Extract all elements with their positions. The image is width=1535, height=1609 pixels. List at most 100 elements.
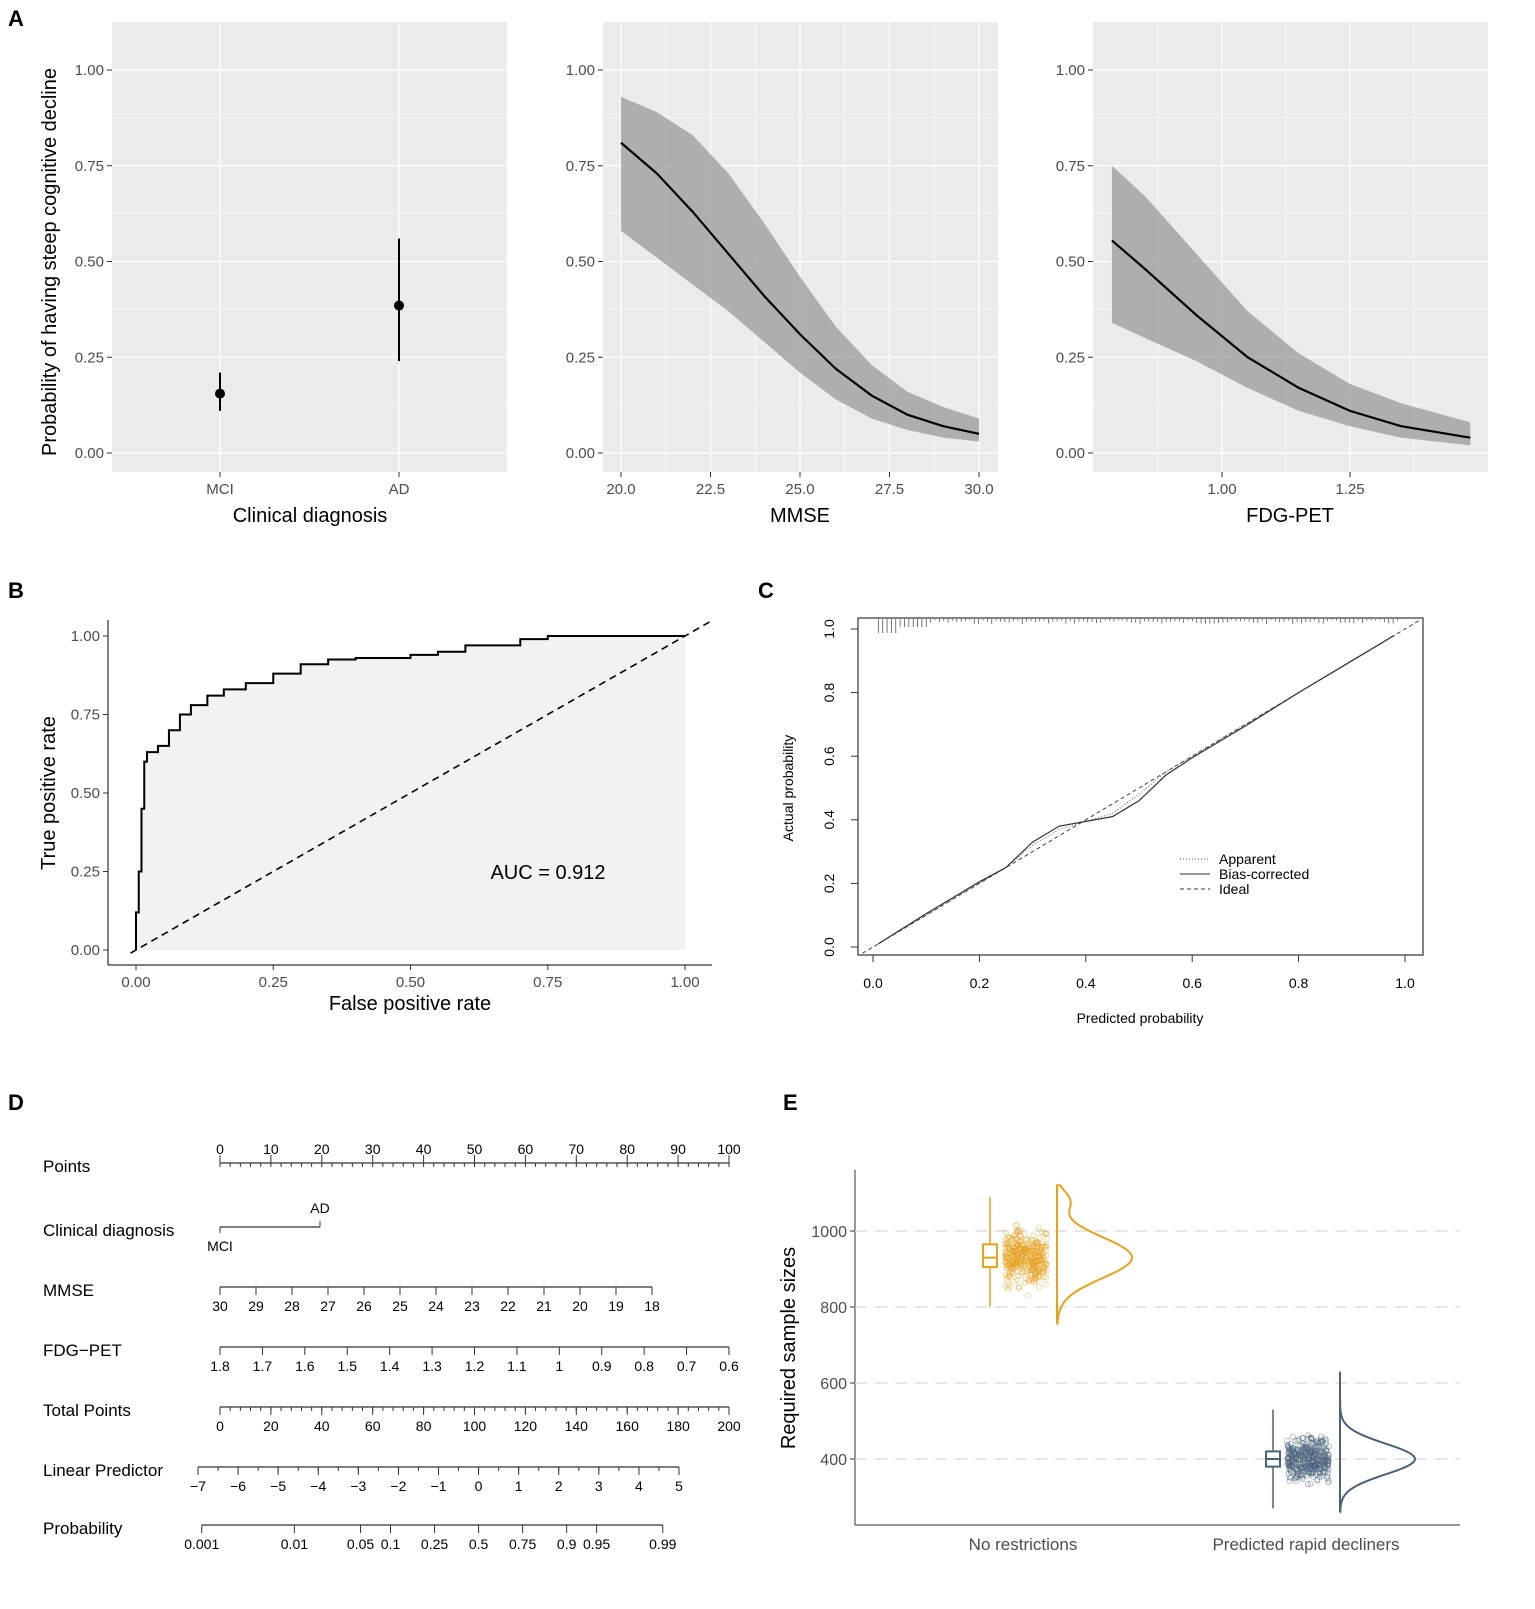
y-tick-label: 0.25 bbox=[75, 349, 104, 366]
nomogram-tick-label: 0.25 bbox=[421, 1536, 448, 1552]
jitter-point bbox=[1038, 1248, 1045, 1255]
auc-annotation: AUC = 0.912 bbox=[490, 862, 605, 884]
nomogram-tick-label: 60 bbox=[365, 1418, 381, 1434]
jitter-point bbox=[1318, 1455, 1325, 1462]
confidence-band bbox=[621, 96, 979, 442]
jitter-point bbox=[1325, 1479, 1332, 1486]
jitter-point bbox=[1002, 1283, 1009, 1290]
y-tick-label: 0.00 bbox=[566, 445, 595, 462]
x-tick-label: 0.0 bbox=[863, 975, 883, 991]
jitter-point bbox=[1014, 1227, 1021, 1234]
e-ylabel: Required sample sizes bbox=[778, 1247, 800, 1449]
jitter-point bbox=[1291, 1475, 1298, 1482]
a2-xlabel: MMSE bbox=[770, 505, 830, 527]
half-violin bbox=[1339, 1371, 1417, 1514]
jitter-point bbox=[1031, 1277, 1038, 1284]
x-tick-label: 0.2 bbox=[970, 975, 990, 991]
legend-apparent: Apparent bbox=[1219, 851, 1276, 867]
nomogram-tick-label: 60 bbox=[518, 1141, 534, 1157]
jitter-point bbox=[1316, 1474, 1323, 1481]
jitter-point bbox=[1022, 1279, 1029, 1286]
jitter-point bbox=[1313, 1470, 1320, 1477]
jitter-point bbox=[1033, 1269, 1040, 1276]
jitter-point bbox=[1321, 1465, 1328, 1472]
jitter-point bbox=[1009, 1257, 1016, 1264]
jitter-point bbox=[1293, 1478, 1300, 1485]
point-estimate bbox=[394, 300, 404, 311]
nomogram-tick-label: 0.8 bbox=[634, 1358, 654, 1374]
nomogram-row-label: FDG−PET bbox=[43, 1341, 122, 1360]
jitter-point bbox=[1287, 1446, 1294, 1453]
jitter-point bbox=[1009, 1236, 1016, 1243]
nomogram-tick-label: 0 bbox=[216, 1418, 224, 1434]
e-category-0: No restrictions bbox=[969, 1535, 1078, 1554]
y-tick-label: 1.00 bbox=[71, 628, 100, 645]
jitter-point bbox=[1315, 1461, 1322, 1468]
x-tick-label: 0.50 bbox=[396, 974, 425, 991]
y-tick-label: 0.25 bbox=[1056, 349, 1085, 366]
y-tick-label: 0.00 bbox=[1056, 445, 1085, 462]
jitter-point bbox=[1305, 1461, 1312, 1468]
x-tick-label: 22.5 bbox=[696, 481, 725, 498]
jitter-point bbox=[1306, 1452, 1313, 1459]
jitter-point bbox=[1041, 1274, 1048, 1281]
y-tick-label: 1.00 bbox=[1056, 62, 1085, 79]
jitter-point bbox=[1043, 1235, 1050, 1242]
nomogram-tick-label: 1.6 bbox=[295, 1358, 315, 1374]
jitter-point bbox=[1043, 1242, 1050, 1249]
nomogram-tick-label: 30 bbox=[365, 1141, 381, 1157]
nomogram-tick-label: 18 bbox=[644, 1298, 660, 1314]
nomogram-tick-label: 0 bbox=[216, 1141, 224, 1157]
jitter-point bbox=[1292, 1437, 1299, 1444]
y-tick-label: 0.50 bbox=[75, 254, 104, 271]
x-tick-label: MCI bbox=[206, 481, 234, 498]
jitter-point bbox=[1035, 1224, 1042, 1231]
x-tick-label: 1.00 bbox=[1207, 481, 1236, 498]
nomogram-tick-label: 80 bbox=[416, 1418, 432, 1434]
nomogram-tick-label: 1.3 bbox=[422, 1358, 442, 1374]
jitter-point bbox=[1293, 1466, 1300, 1473]
y-tick-label: 1.0 bbox=[821, 619, 837, 639]
jitter-point bbox=[1299, 1465, 1306, 1472]
nomogram-tick-label: −3 bbox=[350, 1478, 366, 1494]
nomogram-tick-label: 27 bbox=[320, 1298, 336, 1314]
c-ylabel: Actual probability bbox=[780, 735, 796, 842]
nomogram-tick-label: 0.99 bbox=[649, 1536, 676, 1552]
jitter-point bbox=[1041, 1264, 1048, 1271]
roc-curve bbox=[135, 635, 685, 950]
jitter-point bbox=[1002, 1259, 1009, 1266]
nomogram-tick-label: 50 bbox=[467, 1141, 483, 1157]
jitter-point bbox=[1025, 1240, 1032, 1247]
chart-marks: 0.000.250.500.751.000.000.250.500.751.00… bbox=[43, 22, 1488, 1552]
nomogram-tick-label: −7 bbox=[190, 1478, 206, 1494]
jitter-point bbox=[1015, 1252, 1022, 1259]
jitter-point bbox=[1023, 1275, 1030, 1282]
y-tick-label: 0.50 bbox=[71, 785, 100, 802]
nomogram-tick-label: 0.01 bbox=[281, 1536, 308, 1552]
y-tick-label: 0.50 bbox=[1056, 254, 1085, 271]
nomogram-tick-label: 200 bbox=[717, 1418, 741, 1434]
jitter-point bbox=[1010, 1278, 1017, 1285]
x-tick-label: 1.0 bbox=[1395, 975, 1415, 991]
y-tick-label: 0.75 bbox=[75, 158, 104, 175]
jitter-point bbox=[1294, 1453, 1301, 1460]
jitter-point bbox=[1290, 1455, 1297, 1462]
jitter-point bbox=[1294, 1437, 1301, 1444]
jitter-point bbox=[1299, 1475, 1306, 1482]
nomogram-row-label: Probability bbox=[43, 1519, 123, 1538]
a3-xlabel: FDG-PET bbox=[1246, 505, 1334, 527]
nomogram-row-label: Linear Predictor bbox=[43, 1461, 163, 1480]
nomogram-tick-label: 0.95 bbox=[583, 1536, 610, 1552]
jitter-point bbox=[1308, 1435, 1315, 1442]
jitter-point bbox=[1006, 1262, 1013, 1269]
jitter-point bbox=[1022, 1245, 1029, 1252]
nomogram-tick-label: 29 bbox=[248, 1298, 264, 1314]
jitter-point bbox=[1289, 1433, 1296, 1440]
jitter-point bbox=[1022, 1249, 1029, 1256]
nomogram-tick-label: 28 bbox=[284, 1298, 300, 1314]
jitter-point bbox=[1310, 1469, 1317, 1476]
x-tick-label: 0.6 bbox=[1182, 975, 1202, 991]
jitter-point bbox=[1043, 1261, 1050, 1268]
jitter-point bbox=[1311, 1462, 1318, 1469]
jitter-point bbox=[1034, 1253, 1041, 1260]
